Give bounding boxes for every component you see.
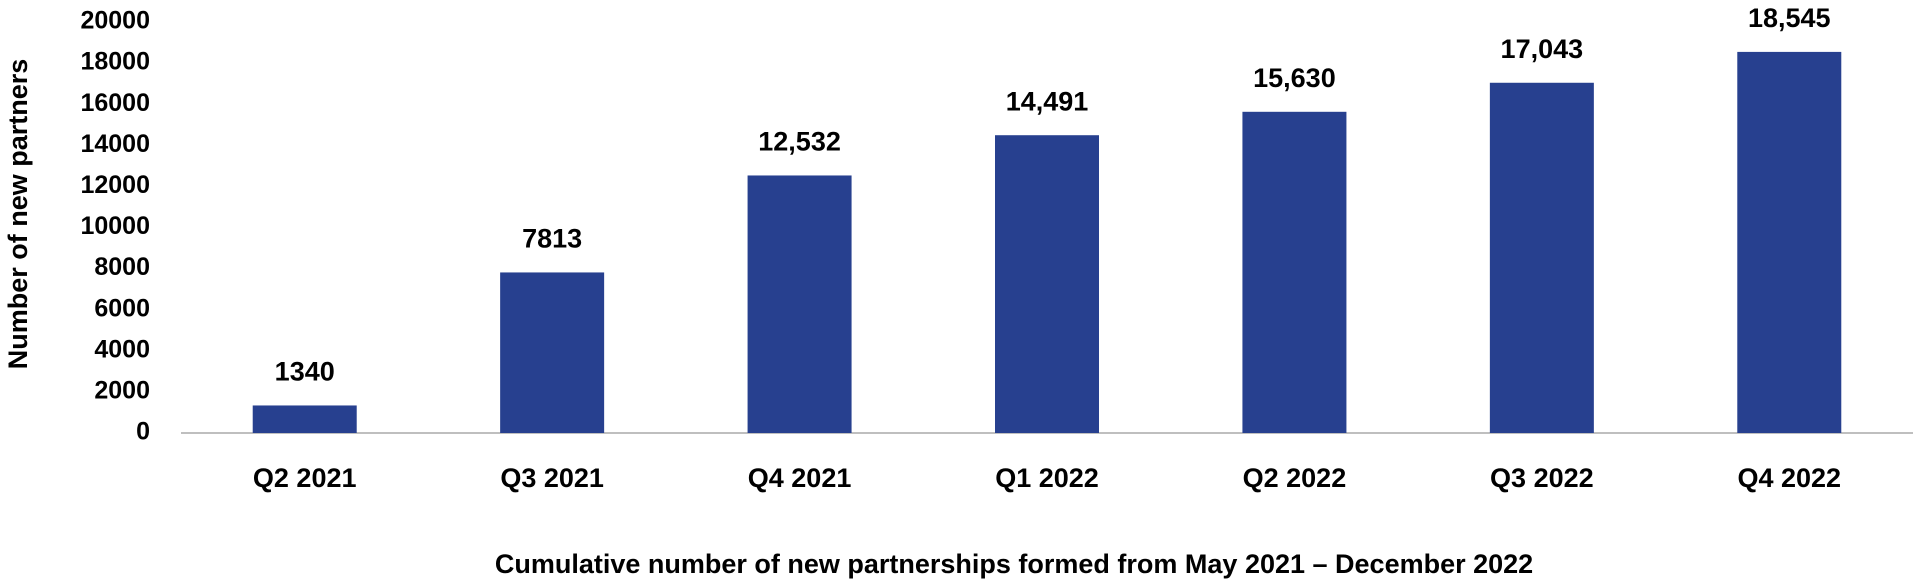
- y-tick-label: 12000: [80, 171, 150, 199]
- y-tick-label: 10000: [80, 212, 150, 240]
- y-tick-label: 20000: [80, 7, 150, 35]
- bar: [500, 272, 605, 433]
- y-axis-title: Number of new partners: [3, 59, 33, 370]
- value-label: 7813: [522, 224, 582, 254]
- value-label: 18,545: [1748, 3, 1831, 33]
- x-tick-label: Q4 2022: [1737, 463, 1841, 493]
- value-label: 17,043: [1501, 34, 1584, 64]
- y-tick-label: 2000: [94, 377, 150, 405]
- bar: [995, 135, 1099, 433]
- value-label: 1340: [275, 357, 335, 387]
- x-tick-label: Q4 2021: [748, 463, 852, 493]
- x-tick-label: Q2 2022: [1243, 463, 1347, 493]
- y-tick-label: 0: [136, 418, 150, 446]
- y-tick-label: 14000: [80, 130, 150, 158]
- y-tick-label: 6000: [94, 294, 150, 322]
- bar: [1737, 51, 1842, 434]
- bar: [252, 405, 357, 433]
- y-tick-label: 8000: [94, 253, 150, 281]
- x-tick-label: Q3 2022: [1490, 463, 1594, 493]
- value-label: 12,532: [758, 127, 841, 157]
- x-tick-label: Q2 2021: [253, 463, 357, 493]
- y-tick-label: 16000: [80, 89, 150, 117]
- bar: [747, 175, 852, 433]
- x-tick-label: Q1 2022: [995, 463, 1099, 493]
- y-tick-label: 18000: [80, 48, 150, 76]
- bar: [1242, 111, 1347, 433]
- value-label: 15,630: [1253, 63, 1336, 93]
- y-tick-label: 4000: [94, 335, 150, 363]
- x-tick-label: Q3 2021: [500, 463, 604, 493]
- bar: [1489, 82, 1594, 433]
- value-label: 14,491: [1006, 86, 1089, 116]
- x-axis-title: Cumulative number of new partnerships fo…: [495, 549, 1533, 579]
